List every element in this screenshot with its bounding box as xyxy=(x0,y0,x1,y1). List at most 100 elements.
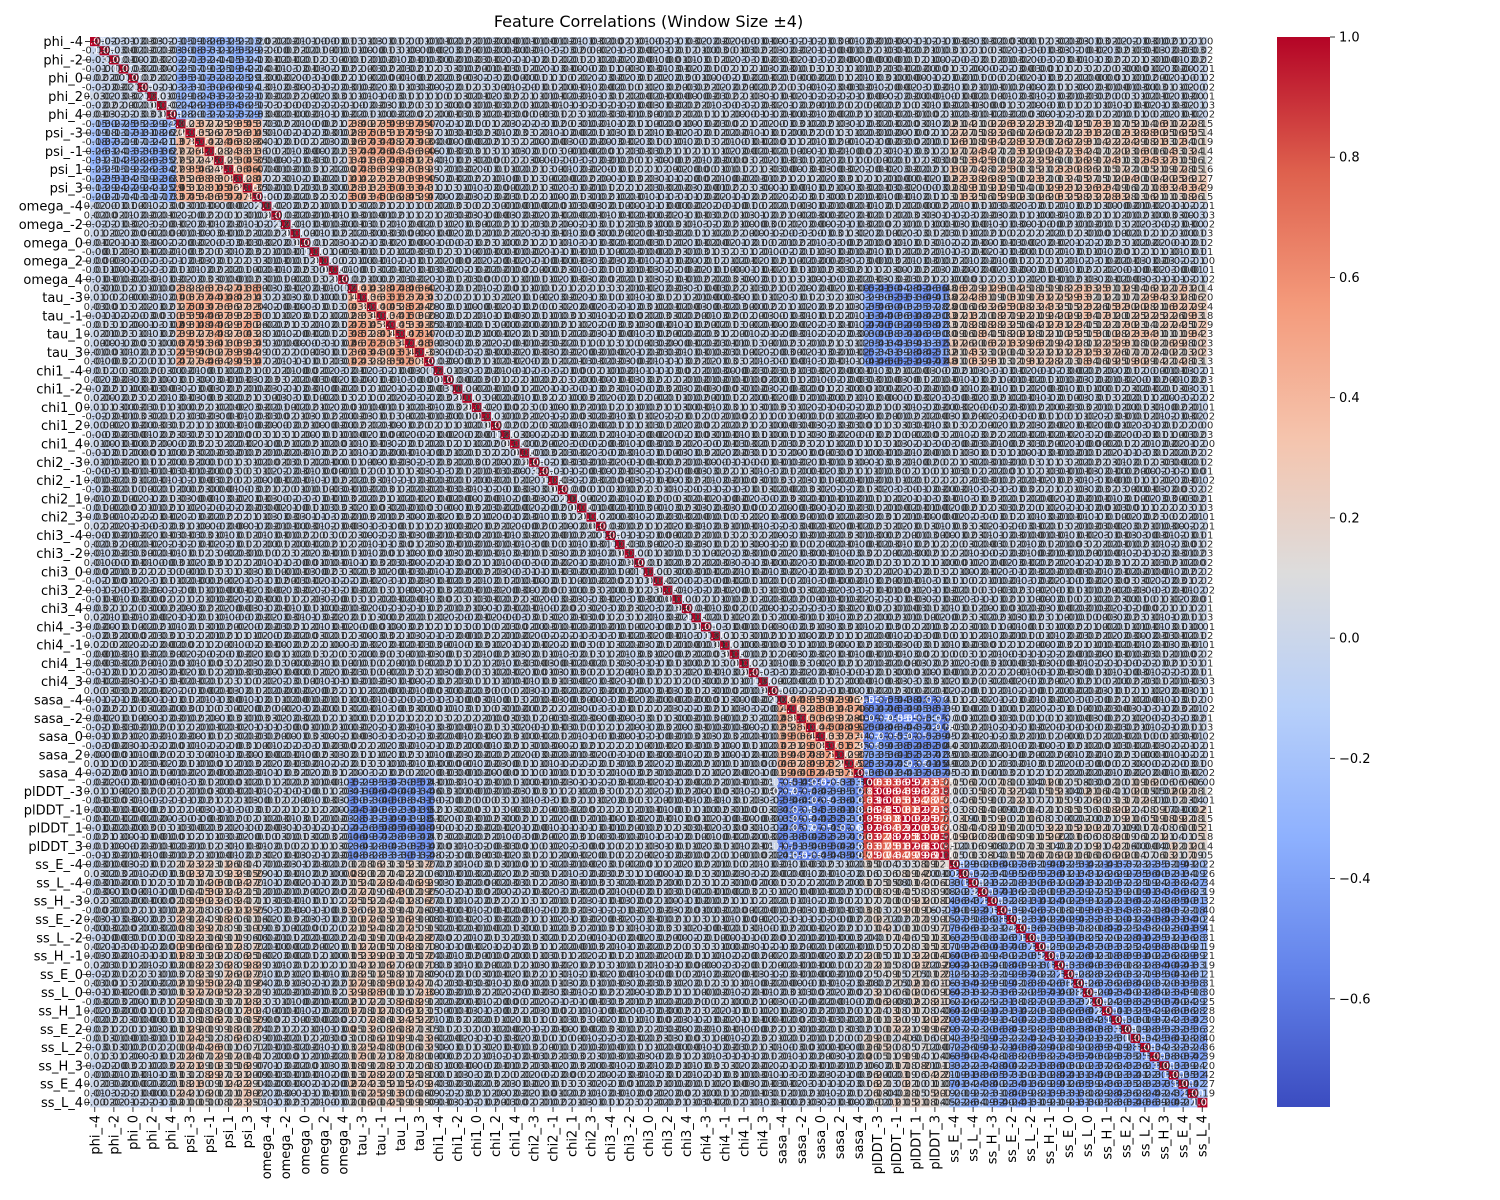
heatmap-cell xyxy=(710,46,721,56)
heatmap-cell xyxy=(309,64,320,74)
heatmap-cell xyxy=(433,37,444,47)
heatmap-cell xyxy=(424,64,435,74)
heatmap-cell xyxy=(500,64,511,74)
heatmap-cell xyxy=(319,46,330,56)
heatmap-cell xyxy=(930,55,941,65)
heatmap-cell xyxy=(433,64,444,74)
heatmap-cell xyxy=(395,64,406,74)
heatmap-cell xyxy=(672,55,683,65)
heatmap-cell xyxy=(1092,37,1103,47)
heatmap-cell xyxy=(195,55,205,65)
heatmap-cell xyxy=(233,37,244,47)
heatmap-cell xyxy=(595,55,606,65)
heatmap-cell xyxy=(366,46,377,56)
heatmap-cell xyxy=(529,64,540,74)
heatmap-cell xyxy=(548,37,559,47)
heatmap-cell xyxy=(844,37,855,47)
heatmap-cell xyxy=(319,55,330,65)
heatmap-cell xyxy=(643,46,654,56)
heatmap-cell xyxy=(930,46,941,56)
heatmap-cell xyxy=(576,64,587,74)
heatmap-cell xyxy=(1006,55,1017,65)
heatmap-cell xyxy=(1178,55,1189,65)
heatmap-cell xyxy=(328,46,339,56)
heatmap-cell xyxy=(1025,46,1036,56)
heatmap-cell xyxy=(214,55,225,65)
heatmap-cell xyxy=(767,37,778,47)
heatmap-cell xyxy=(557,37,568,47)
heatmap-cell xyxy=(1044,37,1055,47)
heatmap-cell xyxy=(1111,46,1122,56)
heatmap-cell xyxy=(949,46,960,56)
heatmap-cell xyxy=(471,46,482,56)
heatmap-cell xyxy=(662,46,673,56)
heatmap-cell xyxy=(672,46,683,56)
heatmap-cell xyxy=(939,55,950,65)
heatmap-cell xyxy=(204,46,215,56)
heatmap-cell xyxy=(252,46,263,56)
heatmap-cell xyxy=(1073,46,1084,56)
heatmap-cell xyxy=(452,55,463,65)
heatmap-cell xyxy=(739,55,750,65)
heatmap-cell xyxy=(385,64,396,74)
heatmap-cell xyxy=(729,37,740,47)
heatmap-cell xyxy=(529,55,540,65)
heatmap-cell xyxy=(99,46,110,56)
heatmap-cell xyxy=(185,37,196,47)
heatmap-cell xyxy=(1140,37,1151,47)
heatmap-cell xyxy=(233,55,244,65)
heatmap-cell xyxy=(519,64,530,74)
heatmap-cell xyxy=(1130,37,1141,47)
heatmap-cell xyxy=(901,37,912,47)
heatmap-cell xyxy=(949,37,960,47)
heatmap-cell xyxy=(271,64,282,74)
heatmap-cell xyxy=(1168,46,1179,56)
heatmap-cell xyxy=(166,55,177,65)
heatmap-cell xyxy=(739,37,750,47)
heatmap-cell xyxy=(414,46,425,56)
heatmap-cell xyxy=(90,46,100,56)
heatmap-cell xyxy=(156,46,167,56)
heatmap-cell xyxy=(882,46,893,56)
heatmap-cell xyxy=(796,55,807,65)
heatmap-cell xyxy=(1063,37,1074,47)
heatmap-cell xyxy=(147,64,158,74)
heatmap-cell xyxy=(118,37,129,47)
heatmap-cell xyxy=(853,37,864,47)
heatmap-cell xyxy=(242,55,253,65)
heatmap-cell xyxy=(567,37,578,47)
heatmap-cell xyxy=(443,46,454,56)
heatmap-cell xyxy=(99,55,110,65)
heatmap-cell xyxy=(872,55,883,65)
heatmap-cell xyxy=(185,64,196,74)
heatmap-cell xyxy=(376,55,387,65)
heatmap-cell xyxy=(882,37,893,47)
heatmap-cell xyxy=(395,37,406,47)
heatmap-cell xyxy=(557,55,568,65)
heatmap-cell xyxy=(758,46,769,56)
heatmap-cell xyxy=(681,46,692,56)
heatmap-cell xyxy=(338,37,349,47)
heatmap-cell xyxy=(309,55,320,65)
heatmap-cell xyxy=(615,37,626,47)
heatmap-cell xyxy=(443,37,454,47)
heatmap-cell xyxy=(118,46,129,56)
heatmap-cell xyxy=(175,64,186,74)
heatmap-cell xyxy=(347,46,358,56)
heatmap-cell xyxy=(681,37,692,47)
heatmap-cell xyxy=(500,37,511,47)
heatmap-cell xyxy=(653,46,664,56)
heatmap-cell xyxy=(300,64,310,74)
heatmap-cell xyxy=(328,55,339,65)
heatmap-cell xyxy=(242,46,253,56)
heatmap-cell xyxy=(128,55,139,65)
heatmap-cell xyxy=(1140,55,1151,65)
heatmap-cell xyxy=(920,46,931,56)
heatmap-cell xyxy=(175,37,186,47)
heatmap-cell xyxy=(605,37,616,47)
heatmap-cell xyxy=(815,46,826,56)
heatmap-cell xyxy=(490,55,501,65)
heatmap-cell xyxy=(471,55,482,65)
heatmap-cell xyxy=(662,37,673,47)
